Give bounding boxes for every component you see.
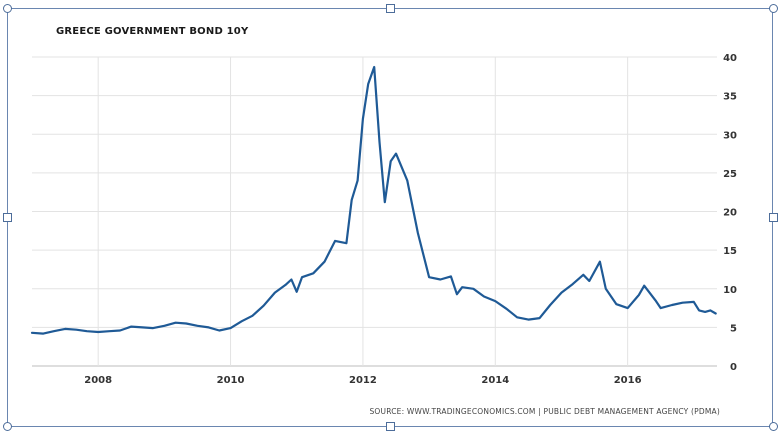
y-tick-label: 5 <box>730 323 737 334</box>
chart-title: GREECE GOVERNMENT BOND 10Y <box>56 26 249 37</box>
resize-handle-bottom-right[interactable] <box>769 422 778 431</box>
resize-handle-top[interactable] <box>386 4 395 13</box>
resize-handle-bottom[interactable] <box>386 422 395 431</box>
y-tick-label: 15 <box>723 246 737 257</box>
chart-source: SOURCE: WWW.TRADINGECONOMICS.COM | PUBLI… <box>369 407 720 416</box>
x-tick-label: 2008 <box>84 375 112 386</box>
x-tick-label: 2016 <box>614 375 642 386</box>
y-tick-label: 30 <box>723 130 737 141</box>
x-tick-label: 2014 <box>481 375 509 386</box>
resize-handle-right[interactable] <box>769 213 778 222</box>
chart-grid <box>32 56 717 367</box>
axis-ticks: 0 5 10 15 20 25 30 35 40 2008 2010 2012 2014 2016 <box>84 53 737 386</box>
resize-handle-left[interactable] <box>3 213 12 222</box>
resize-handle-bottom-left[interactable] <box>3 422 12 431</box>
y-tick-label: 10 <box>723 285 737 296</box>
y-tick-label: 35 <box>723 92 737 103</box>
y-tick-label: 20 <box>723 208 737 219</box>
y-tick-label: 40 <box>723 53 737 64</box>
resize-handle-top-left[interactable] <box>3 4 12 13</box>
series-line <box>30 65 717 335</box>
resize-handle-top-right[interactable] <box>769 4 778 13</box>
x-tick-label: 2012 <box>349 375 377 386</box>
y-tick-label: 25 <box>723 169 737 180</box>
y-tick-label: 0 <box>730 362 737 373</box>
x-tick-label: 2010 <box>217 375 245 386</box>
